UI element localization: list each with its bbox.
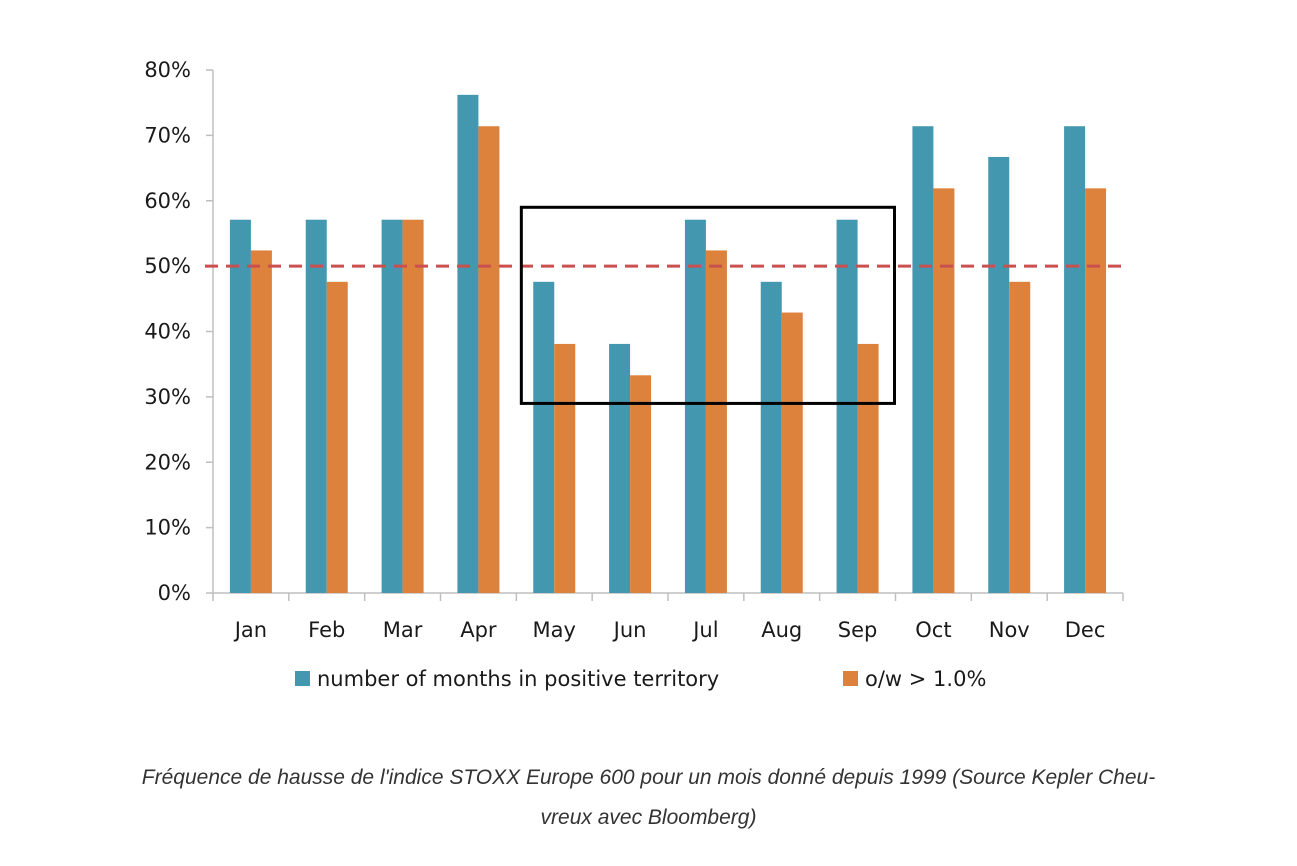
- x-tick-label: Feb: [308, 618, 345, 642]
- x-tick-label: Sep: [838, 618, 878, 642]
- caption-line-2: vreux avec Bloomberg): [540, 806, 757, 829]
- y-tick-label: 30%: [144, 385, 191, 409]
- x-tick-label: May: [533, 618, 576, 642]
- bar-chart: 0% 10% 20% 30% 40% 50% 60% 70% 80% Jan Feb Mar Apr M…: [144, 58, 1124, 691]
- bar-above-1pct: [478, 126, 500, 593]
- y-tick-label: 50%: [144, 254, 191, 278]
- figure-caption: Fréquence de hausse de l'indice STOXX Eu…: [0, 758, 1297, 838]
- bars: [229, 94, 1107, 594]
- caption-line-1: Fréquence de hausse de l'indice STOXX Eu…: [141, 766, 1156, 789]
- overlays: [205, 205, 1123, 405]
- y-tick-label: 70%: [144, 123, 191, 147]
- y-tick-label: 20%: [144, 450, 191, 474]
- bar-above-1pct: [250, 250, 272, 593]
- bar-positive-months: [988, 156, 1010, 594]
- x-tick-label: Oct: [915, 618, 951, 642]
- bar-positive-months: [533, 281, 555, 593]
- bar-positive-months: [305, 219, 327, 594]
- x-tick-label: Nov: [989, 618, 1030, 642]
- x-tick-label: Jun: [612, 618, 647, 642]
- bar-positive-months: [684, 219, 706, 594]
- bar-positive-months: [1064, 126, 1086, 593]
- x-tick-label: Mar: [383, 618, 423, 642]
- bar-above-1pct: [781, 312, 803, 593]
- legend-label-positive-months: number of months in positive territory: [317, 667, 719, 691]
- legend: number of months in positive territory o/…: [295, 667, 986, 691]
- y-tick-label: 60%: [144, 189, 191, 213]
- x-tick-label: Apr: [460, 618, 497, 642]
- x-axis: Jan Feb Mar Apr May Jun Jul Aug Sep Oct Nov Dec: [212, 592, 1124, 642]
- x-tick-label: Jul: [691, 618, 718, 642]
- bar-above-1pct: [554, 343, 576, 593]
- y-tick-label: 10%: [144, 516, 191, 540]
- y-axis: 0% 10% 20% 30% 40% 50% 60% 70% 80%: [144, 58, 214, 605]
- y-tick-label: 40%: [144, 320, 191, 344]
- bar-positive-months: [609, 343, 631, 593]
- bar-above-1pct: [705, 250, 727, 593]
- y-tick-label: 80%: [144, 58, 191, 82]
- x-tick-label: Dec: [1065, 618, 1106, 642]
- highlight-box: [519, 205, 896, 405]
- legend-swatch-positive-months: [295, 671, 310, 686]
- bar-positive-months: [760, 281, 782, 593]
- bar-positive-months: [912, 126, 934, 593]
- bar-above-1pct: [1085, 188, 1107, 594]
- x-tick-label: Jan: [233, 618, 267, 642]
- bar-above-1pct: [630, 375, 652, 593]
- legend-label-above-1pct: o/w > 1.0%: [865, 667, 986, 691]
- bar-above-1pct: [326, 281, 348, 593]
- bar-positive-months: [457, 94, 479, 593]
- bar-positive-months: [229, 219, 251, 594]
- x-tick-label: Aug: [761, 618, 802, 642]
- bar-above-1pct: [933, 188, 955, 594]
- bar-positive-months: [836, 219, 858, 594]
- y-tick-label: 0%: [158, 581, 191, 605]
- bar-above-1pct: [402, 219, 424, 594]
- bar-above-1pct: [857, 343, 879, 593]
- bar-above-1pct: [1009, 281, 1031, 593]
- bar-positive-months: [381, 219, 403, 594]
- legend-swatch-above-1pct: [843, 671, 858, 686]
